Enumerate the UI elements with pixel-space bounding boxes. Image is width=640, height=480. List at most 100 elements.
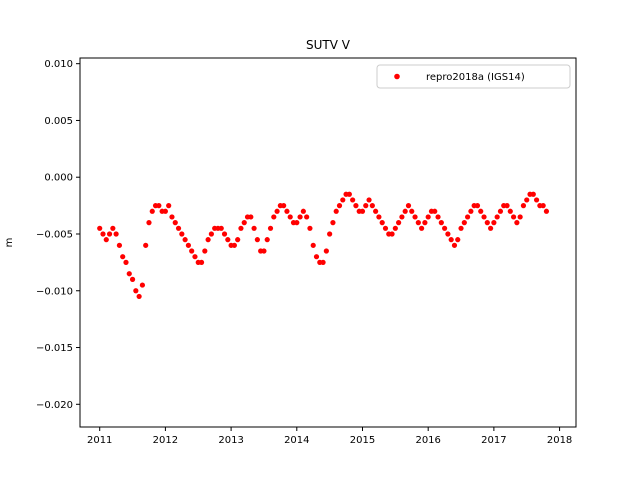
data-point — [488, 225, 494, 231]
data-point — [287, 214, 293, 220]
data-point — [304, 214, 310, 220]
data-point — [185, 242, 191, 248]
chart-title: SUTV V — [306, 38, 351, 52]
data-point — [405, 203, 412, 209]
data-point — [129, 276, 136, 282]
data-point — [231, 242, 237, 248]
data-point — [281, 203, 287, 209]
data-point — [307, 225, 313, 231]
data-point — [146, 220, 152, 226]
x-tick-label: 2013 — [218, 435, 243, 446]
data-point — [205, 237, 211, 243]
data-point — [494, 214, 500, 220]
data-point — [445, 231, 451, 237]
data-point — [235, 237, 241, 243]
data-point — [218, 225, 224, 231]
data-point — [507, 208, 513, 214]
data-point — [313, 254, 320, 260]
data-point — [353, 203, 359, 209]
data-point — [97, 225, 103, 231]
data-point — [510, 214, 517, 220]
data-point — [284, 208, 290, 214]
y-tick-label: 0.010 — [44, 59, 73, 70]
data-point — [359, 208, 366, 214]
data-point — [198, 259, 205, 265]
legend: repro2018a (IGS14) — [376, 64, 571, 89]
data-point — [166, 203, 172, 209]
data-point — [425, 214, 431, 220]
data-point — [120, 254, 126, 260]
data-point — [123, 259, 129, 265]
y-tick-label: −0.020 — [36, 400, 73, 411]
data-point — [320, 259, 326, 265]
data-point — [149, 208, 155, 214]
data-point — [382, 225, 389, 231]
data-point — [208, 231, 214, 237]
data-point — [133, 288, 139, 294]
legend-box — [376, 64, 571, 89]
data-point — [182, 237, 188, 243]
data-point — [175, 225, 182, 231]
y-axis-ticks: −0.020 −0.015 −0.010 −0.005 0.000 0.005 0.010 — [36, 59, 80, 411]
data-point — [136, 293, 142, 300]
y-tick-label: 0.000 — [44, 173, 73, 184]
data-point — [330, 220, 336, 226]
data-point — [442, 225, 448, 231]
data-point — [497, 208, 504, 214]
data-point — [189, 248, 195, 254]
data-point — [373, 208, 379, 214]
plot-frame — [79, 57, 577, 428]
y-tick-label: 0.005 — [44, 116, 73, 127]
data-point — [261, 248, 267, 254]
data-point — [451, 242, 458, 248]
data-point — [415, 220, 421, 226]
x-tick-label: 2012 — [153, 435, 178, 446]
data-point — [202, 248, 208, 254]
data-point — [172, 220, 178, 226]
data-point — [267, 225, 274, 231]
y-tick-label: −0.015 — [36, 343, 73, 354]
data-point — [520, 203, 527, 209]
data-point — [465, 214, 471, 220]
data-point — [389, 231, 395, 237]
data-point — [438, 220, 444, 226]
data-point — [422, 220, 428, 226]
data-point — [110, 225, 116, 231]
data-point — [399, 214, 405, 220]
x-tick-label: 2017 — [481, 435, 506, 446]
data-point — [254, 237, 260, 243]
data-point — [126, 271, 132, 277]
data-point — [435, 214, 441, 220]
data-point — [162, 208, 168, 214]
data-point — [271, 214, 277, 220]
data-point — [504, 203, 510, 209]
data-point — [461, 220, 467, 226]
data-point — [336, 203, 343, 209]
data-point — [379, 220, 385, 226]
data-point — [323, 248, 329, 254]
data-point — [448, 237, 454, 243]
data-point — [310, 242, 316, 248]
data-point — [139, 282, 146, 288]
data-point — [274, 208, 280, 214]
data-point — [396, 220, 402, 226]
data-point — [517, 214, 523, 220]
data-point — [455, 237, 461, 243]
data-point — [363, 203, 369, 209]
x-tick-label: 2016 — [415, 435, 440, 446]
data-point — [116, 242, 123, 248]
data-point — [340, 197, 346, 203]
data-point — [248, 214, 254, 220]
data-point — [524, 197, 530, 203]
x-tick-label: 2018 — [547, 435, 572, 446]
data-point — [412, 214, 418, 220]
data-point — [530, 191, 536, 197]
data-point — [100, 231, 106, 237]
data-point — [346, 191, 352, 197]
data-point — [238, 225, 244, 231]
data-point — [474, 203, 481, 209]
legend-entry-label: repro2018a (IGS14) — [426, 72, 525, 83]
data-point — [478, 208, 484, 214]
data-point — [179, 231, 185, 237]
